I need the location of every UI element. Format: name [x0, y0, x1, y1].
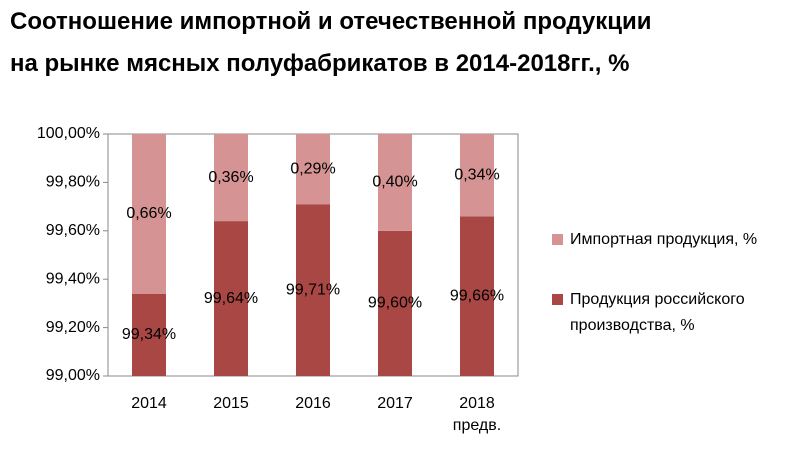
bar-segment	[214, 134, 248, 222]
legend-swatch	[552, 294, 563, 305]
data-label: 99,64%	[204, 290, 258, 307]
data-label: 99,34%	[122, 326, 176, 343]
x-tick-label: 2015	[213, 395, 249, 412]
data-label: 0,40%	[372, 174, 417, 191]
data-label: 0,34%	[454, 166, 499, 183]
x-tick-label: 2017	[377, 395, 413, 412]
data-label: 99,66%	[450, 287, 504, 304]
y-tick-label: 99,80%	[46, 174, 100, 191]
chart-title: Соотношение импортной и отечественной пр…	[10, 8, 652, 35]
y-tick-label: 99,00%	[46, 367, 100, 384]
y-tick-label: 100,00%	[37, 125, 100, 142]
x-tick-label: 2014	[131, 395, 167, 412]
bar-segment	[214, 221, 248, 376]
bar-segment	[378, 230, 412, 376]
x-tick-label: 2018 предв.	[452, 395, 502, 434]
data-label: 99,60%	[368, 295, 422, 312]
data-label: 0,66%	[126, 205, 171, 222]
bar-segment	[378, 134, 412, 231]
bar-segment	[296, 134, 330, 205]
data-label: 0,29%	[290, 160, 335, 177]
y-tick-label: 99,20%	[46, 319, 100, 336]
y-tick-label: 99,60%	[46, 222, 100, 239]
data-label: 0,36%	[208, 169, 253, 186]
bar-segment	[460, 134, 494, 217]
bar-segment	[460, 216, 494, 376]
data-label: 99,71%	[286, 281, 340, 298]
legend-label: Импортная продукция, %	[570, 231, 758, 248]
bar-segment	[132, 134, 166, 294]
legend-swatch	[552, 234, 563, 245]
chart-title: на рынке мясных полуфабрикатов в 2014-20…	[10, 50, 630, 77]
y-tick-label: 99,40%	[46, 270, 100, 287]
x-tick-label: 2016	[295, 395, 331, 412]
bar-segment	[132, 293, 166, 376]
legend-label: Продукция российского производства, %	[570, 291, 745, 334]
bar-segment	[296, 204, 330, 376]
